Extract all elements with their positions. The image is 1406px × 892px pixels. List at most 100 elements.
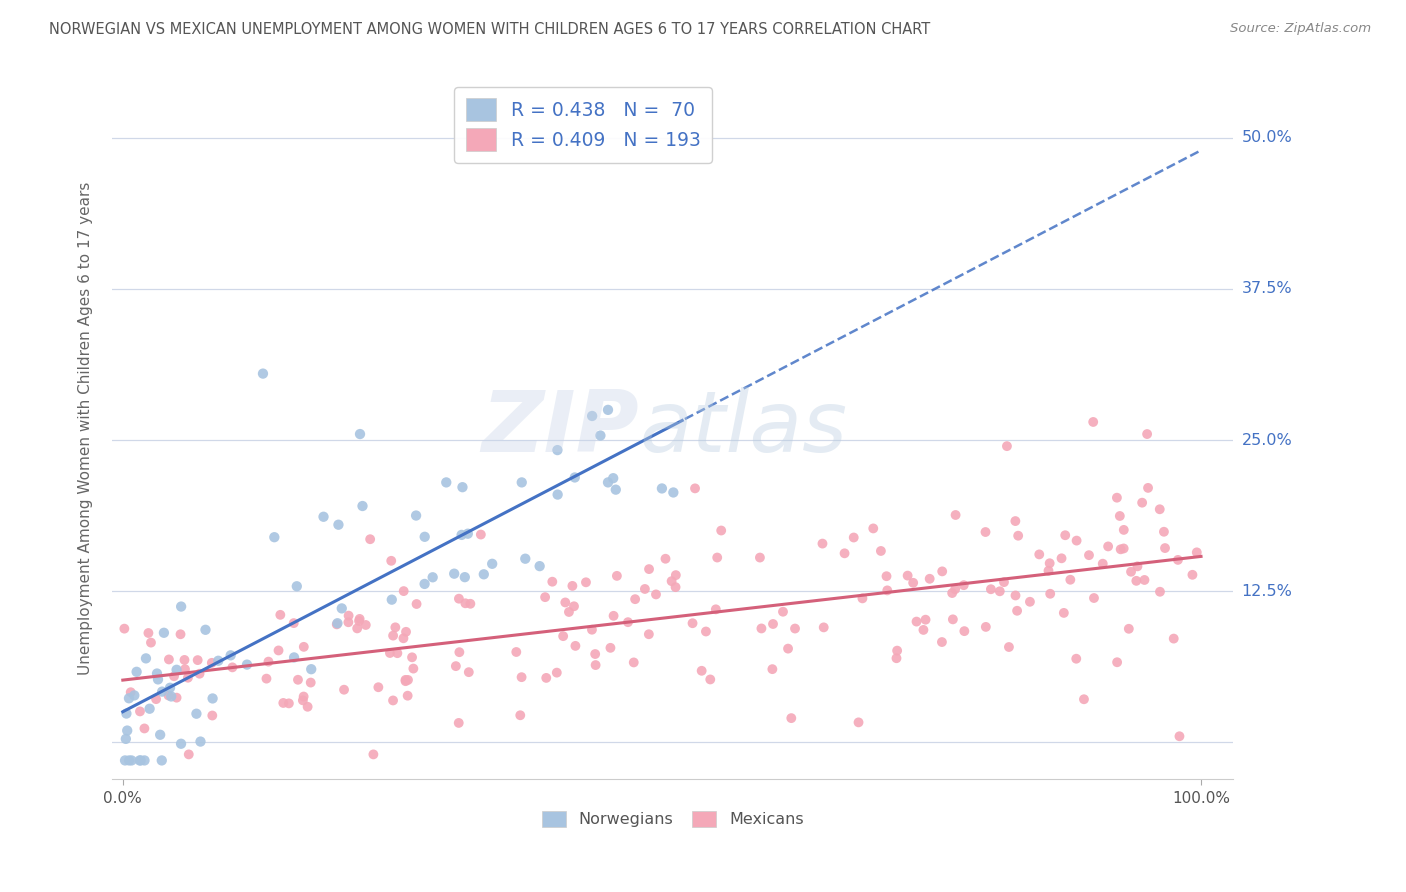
Point	[905, 615, 928, 629]
Point	[118, 691, 141, 706]
Point	[862, 521, 884, 535]
Point	[1153, 524, 1175, 539]
Point	[177, 671, 200, 685]
Point	[387, 646, 409, 660]
Point	[943, 582, 966, 597]
Point	[1038, 564, 1060, 578]
Point	[699, 673, 721, 687]
Point	[704, 602, 727, 616]
Point	[848, 715, 870, 730]
Point	[596, 402, 619, 417]
Point	[1028, 548, 1050, 562]
Point	[115, 731, 138, 746]
Point	[585, 658, 607, 673]
Point	[1054, 528, 1077, 542]
Point	[299, 662, 322, 676]
Point	[413, 577, 436, 591]
Point	[1097, 540, 1119, 554]
Point	[124, 689, 146, 703]
Point	[145, 692, 167, 706]
Point	[1137, 481, 1160, 495]
Point	[651, 482, 673, 496]
Point	[682, 616, 704, 631]
Point	[1130, 496, 1153, 510]
Point	[575, 575, 598, 590]
Point	[914, 613, 936, 627]
Point	[1136, 427, 1159, 442]
Point	[505, 645, 527, 659]
Point	[1126, 559, 1149, 574]
Point	[201, 691, 224, 706]
Point	[115, 706, 138, 721]
Point	[186, 706, 208, 721]
Point	[160, 690, 183, 704]
Point	[201, 708, 224, 723]
Point	[135, 651, 157, 665]
Point	[138, 626, 160, 640]
Point	[554, 595, 576, 609]
Point	[876, 569, 898, 583]
Point	[401, 650, 423, 665]
Point	[665, 568, 688, 582]
Point	[381, 592, 404, 607]
Point	[470, 527, 492, 541]
Point	[762, 617, 785, 632]
Text: 12.5%: 12.5%	[1241, 583, 1292, 599]
Point	[583, 647, 606, 661]
Point	[138, 702, 160, 716]
Point	[299, 675, 322, 690]
Point	[1154, 541, 1177, 555]
Point	[157, 652, 180, 666]
Point	[363, 747, 385, 762]
Point	[267, 643, 290, 657]
Point	[998, 640, 1021, 654]
Point	[541, 574, 564, 589]
Point	[1059, 573, 1081, 587]
Point	[1083, 591, 1105, 605]
Point	[918, 572, 941, 586]
Point	[347, 614, 370, 628]
Point	[1105, 491, 1128, 505]
Point	[780, 711, 803, 725]
Point	[150, 684, 173, 698]
Point	[529, 559, 551, 574]
Point	[333, 682, 356, 697]
Point	[638, 562, 661, 576]
Point	[1168, 729, 1191, 743]
Point	[509, 708, 531, 723]
Point	[683, 482, 706, 496]
Point	[974, 620, 997, 634]
Point	[380, 554, 402, 568]
Point	[1005, 604, 1028, 618]
Point	[352, 499, 374, 513]
Point	[454, 570, 477, 584]
Point	[581, 409, 603, 423]
Point	[606, 569, 628, 583]
Point	[1039, 556, 1062, 570]
Point	[447, 591, 470, 606]
Point	[444, 659, 467, 673]
Point	[328, 517, 350, 532]
Y-axis label: Unemployment Among Women with Children Ages 6 to 17 years: Unemployment Among Women with Children A…	[79, 181, 93, 674]
Point	[813, 620, 835, 634]
Text: 37.5%: 37.5%	[1241, 282, 1292, 296]
Point	[654, 551, 676, 566]
Point	[1064, 651, 1087, 665]
Point	[1109, 542, 1132, 557]
Point	[382, 629, 405, 643]
Point	[402, 662, 425, 676]
Point	[291, 693, 314, 707]
Point	[434, 475, 457, 490]
Point	[1112, 541, 1135, 556]
Point	[602, 471, 624, 485]
Point	[695, 624, 717, 639]
Point	[645, 587, 668, 601]
Point	[447, 715, 470, 730]
Point	[146, 666, 169, 681]
Point	[596, 475, 619, 490]
Point	[413, 530, 436, 544]
Point	[748, 550, 770, 565]
Point	[1163, 632, 1185, 646]
Point	[405, 597, 427, 611]
Point	[236, 657, 259, 672]
